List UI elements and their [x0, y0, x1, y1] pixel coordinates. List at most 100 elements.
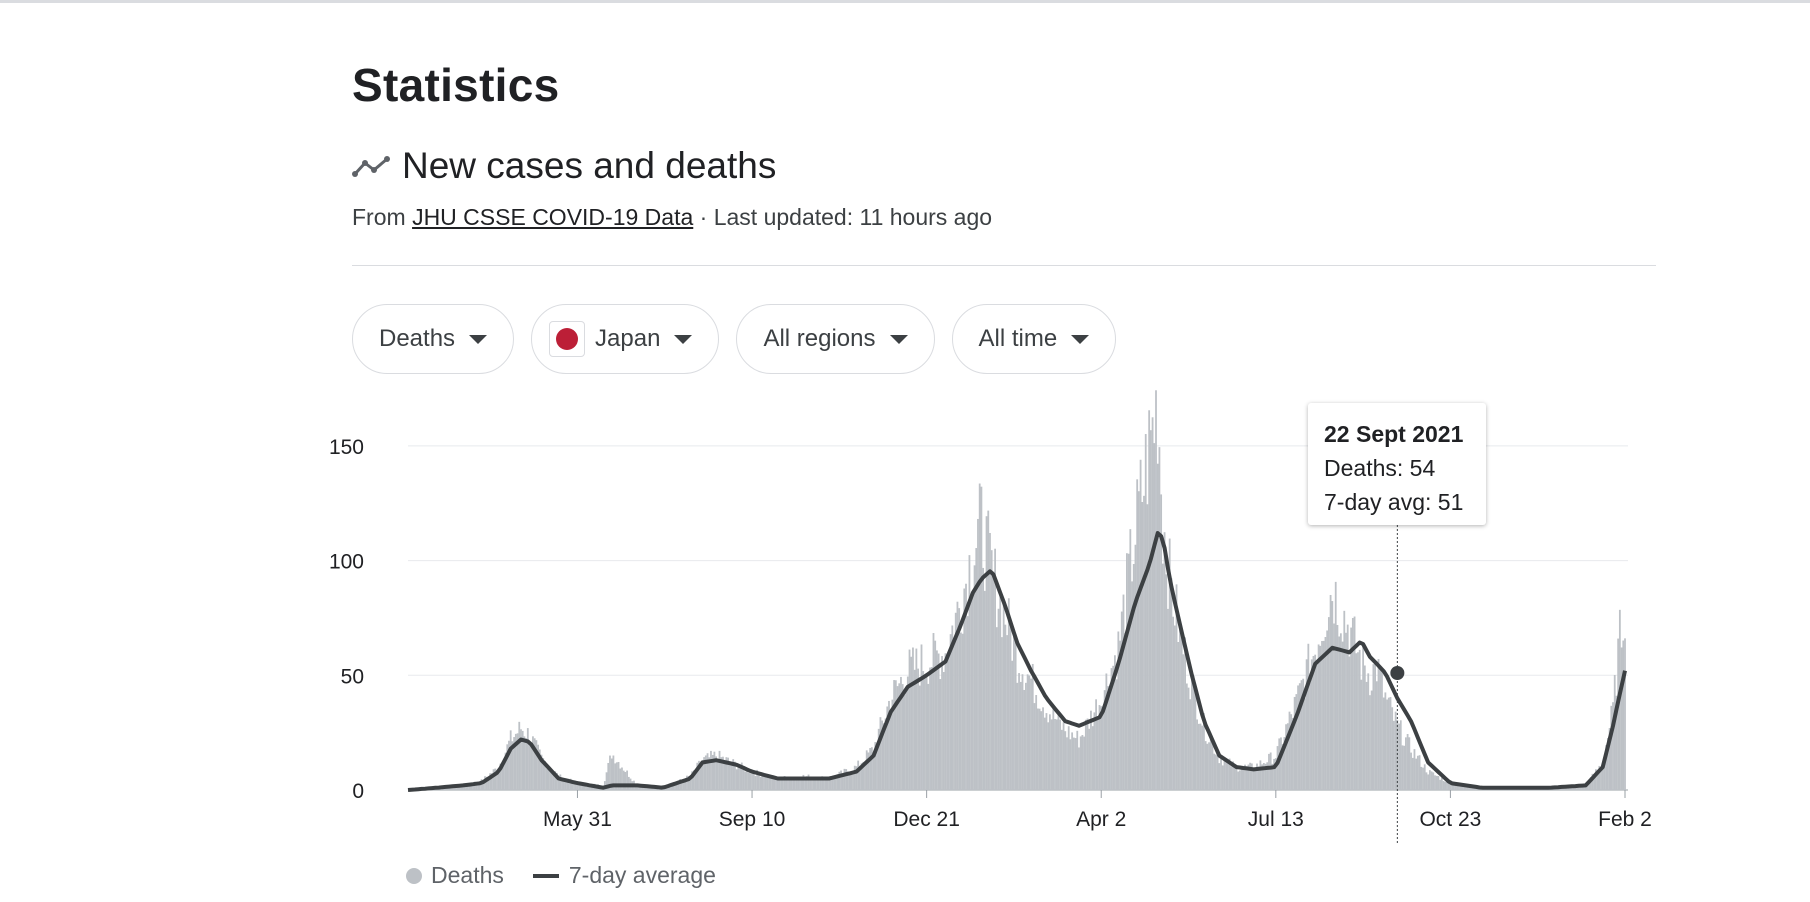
- deaths-bar: [1043, 717, 1046, 790]
- deaths-bar: [1155, 390, 1157, 790]
- deaths-bar: [1093, 712, 1096, 790]
- deaths-bar: [1237, 771, 1240, 790]
- deaths-bar: [1035, 695, 1038, 790]
- tooltip-date: 22 Sept 2021: [1324, 421, 1464, 447]
- deaths-bar: [898, 683, 901, 790]
- deaths-bar: [1451, 784, 1454, 790]
- deaths-bar: [783, 776, 786, 790]
- deaths-bar: [550, 771, 553, 790]
- deaths-bar: [701, 760, 704, 790]
- deaths-bar: [1403, 745, 1406, 790]
- deaths-bar: [1141, 502, 1144, 790]
- chevron-down-icon: [469, 334, 488, 344]
- deaths-bar: [925, 674, 928, 790]
- deaths-bar: [838, 771, 841, 790]
- deaths-bar: [1240, 768, 1243, 790]
- country-dropdown[interactable]: Japan: [531, 304, 720, 374]
- deaths-bar: [1374, 660, 1376, 790]
- deaths-bar: [771, 775, 774, 790]
- deaths-bar: [908, 649, 911, 790]
- deaths-bar: [913, 669, 916, 790]
- deaths-bar: [1569, 786, 1572, 790]
- deaths-bar: [686, 775, 688, 790]
- section-title: New cases and deaths: [402, 145, 777, 186]
- deaths-bar: [1466, 785, 1469, 790]
- deaths-bar: [1103, 690, 1106, 790]
- deaths-bar: [672, 783, 675, 790]
- deaths-bar: [958, 608, 961, 790]
- deaths-bar: [1333, 623, 1335, 790]
- region-dropdown[interactable]: All regions: [736, 304, 935, 374]
- deaths-bar: [1060, 729, 1063, 790]
- deaths-bar: [802, 774, 805, 790]
- deaths-bar: [1593, 774, 1596, 790]
- deaths-bar: [835, 777, 837, 790]
- metric-dropdown[interactable]: Deaths: [352, 304, 515, 374]
- deaths-bar: [751, 771, 753, 790]
- source-link[interactable]: JHU CSSE COVID-19 Data: [412, 204, 694, 230]
- time-range-dropdown[interactable]: All time: [951, 304, 1117, 374]
- deaths-bar: [674, 782, 676, 790]
- hover-point: [1390, 666, 1405, 680]
- deaths-bar: [1348, 656, 1351, 790]
- deaths-bar: [472, 783, 474, 790]
- deaths-bar: [1107, 686, 1109, 790]
- deaths-bar: [937, 653, 940, 790]
- deaths-bar: [1309, 682, 1311, 790]
- deaths-bar: [944, 653, 947, 790]
- deaths-bar: [1295, 694, 1298, 790]
- deaths-bar: [1009, 627, 1012, 790]
- deaths-bar: [918, 685, 921, 790]
- deaths-bar: [1454, 784, 1457, 790]
- deaths-bar: [1250, 763, 1253, 790]
- deaths-bar: [1185, 683, 1188, 790]
- deaths-bar: [764, 774, 767, 790]
- deaths-bar: [579, 782, 582, 790]
- deaths-bar: [1401, 745, 1404, 790]
- deaths-bar: [1143, 495, 1145, 790]
- deaths-bar: [768, 774, 771, 790]
- deaths-bar: [1606, 738, 1609, 790]
- deaths-bar: [477, 782, 480, 790]
- deaths-bar: [1254, 769, 1257, 790]
- deaths-bar: [1358, 649, 1361, 790]
- deaths-bar: [735, 769, 738, 790]
- deaths-bar: [1290, 714, 1293, 790]
- deaths-bar: [1088, 728, 1091, 790]
- deaths-bar: [1100, 706, 1103, 790]
- deaths-bar: [1091, 726, 1094, 790]
- deaths-bar: [614, 763, 617, 790]
- deaths-bar: [1115, 679, 1118, 790]
- deaths-bar: [468, 783, 471, 790]
- deaths-bar: [1292, 718, 1294, 790]
- deaths-bar: [537, 744, 539, 790]
- deaths-bar: [1471, 786, 1474, 790]
- deaths-bar: [533, 738, 536, 790]
- deaths-bar: [1266, 762, 1269, 790]
- deaths-bar: [490, 773, 493, 790]
- deaths-bar: [699, 763, 702, 790]
- deaths-bar: [1180, 633, 1183, 790]
- deaths-bar: [1030, 678, 1032, 790]
- deaths-bar: [722, 756, 724, 790]
- deaths-bar: [1367, 673, 1370, 790]
- deaths-bar: [956, 601, 959, 790]
- deaths-bar: [903, 695, 906, 790]
- deaths-bar: [739, 766, 741, 790]
- deaths-bar: [1225, 759, 1228, 790]
- deaths-bar: [1432, 772, 1435, 790]
- deaths-bar: [749, 773, 752, 790]
- deaths-bar: [715, 756, 718, 790]
- deaths-bar: [884, 718, 887, 790]
- deaths-bar: [704, 755, 707, 790]
- deaths-bar: [912, 647, 914, 790]
- deaths-bar: [1601, 763, 1604, 790]
- deaths-bar: [1456, 784, 1459, 790]
- deaths-bar: [961, 633, 964, 790]
- deaths-bar: [1007, 598, 1010, 790]
- deaths-bar: [1161, 563, 1164, 790]
- deaths-bar: [1612, 702, 1614, 790]
- deaths-bar: [906, 676, 909, 790]
- deaths-bar: [879, 717, 882, 790]
